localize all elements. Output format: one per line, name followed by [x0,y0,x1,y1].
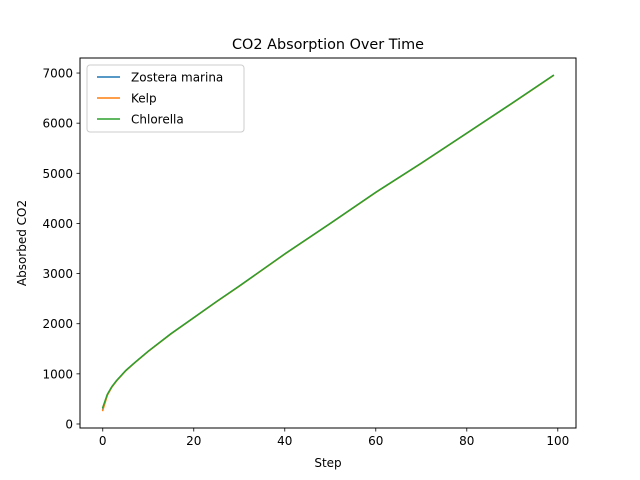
y-tick-label: 6000 [42,117,73,131]
series-line-2 [101,74,555,409]
x-tick-label: 0 [99,434,107,448]
y-tick-label: 3000 [42,267,73,281]
legend-label-0: Zostera marina [131,71,223,85]
y-axis-label: Absorbed CO2 [15,200,29,286]
plot-area-frame [79,57,577,429]
y-axis-ticks: 0 1000 2000 3000 4000 5000 6000 7000 [42,67,80,431]
legend: Zostera marina Kelp Chlorella [86,64,245,133]
legend-label-2: Chlorella [131,113,184,127]
y-tick-label: 5000 [42,167,73,181]
chart-title: CO2 Absorption Over Time [232,37,424,53]
legend-label-1: Kelp [131,92,157,106]
legend-box [86,64,245,133]
y-tick-label: 1000 [42,367,73,381]
y-tick-label: 7000 [42,67,73,81]
x-axis-ticks: 0 20 40 60 80 100 [99,428,569,448]
x-tick-label: 80 [459,434,474,448]
x-axis-label: Step [314,456,341,470]
series-layer [101,74,555,412]
x-tick-label: 60 [368,434,383,448]
y-tick-label: 4000 [42,217,73,231]
y-tick-label: 2000 [42,317,73,331]
x-tick-label: 40 [277,434,292,448]
x-tick-label: 100 [546,434,569,448]
y-tick-label: 0 [65,417,73,431]
x-tick-label: 20 [186,434,201,448]
